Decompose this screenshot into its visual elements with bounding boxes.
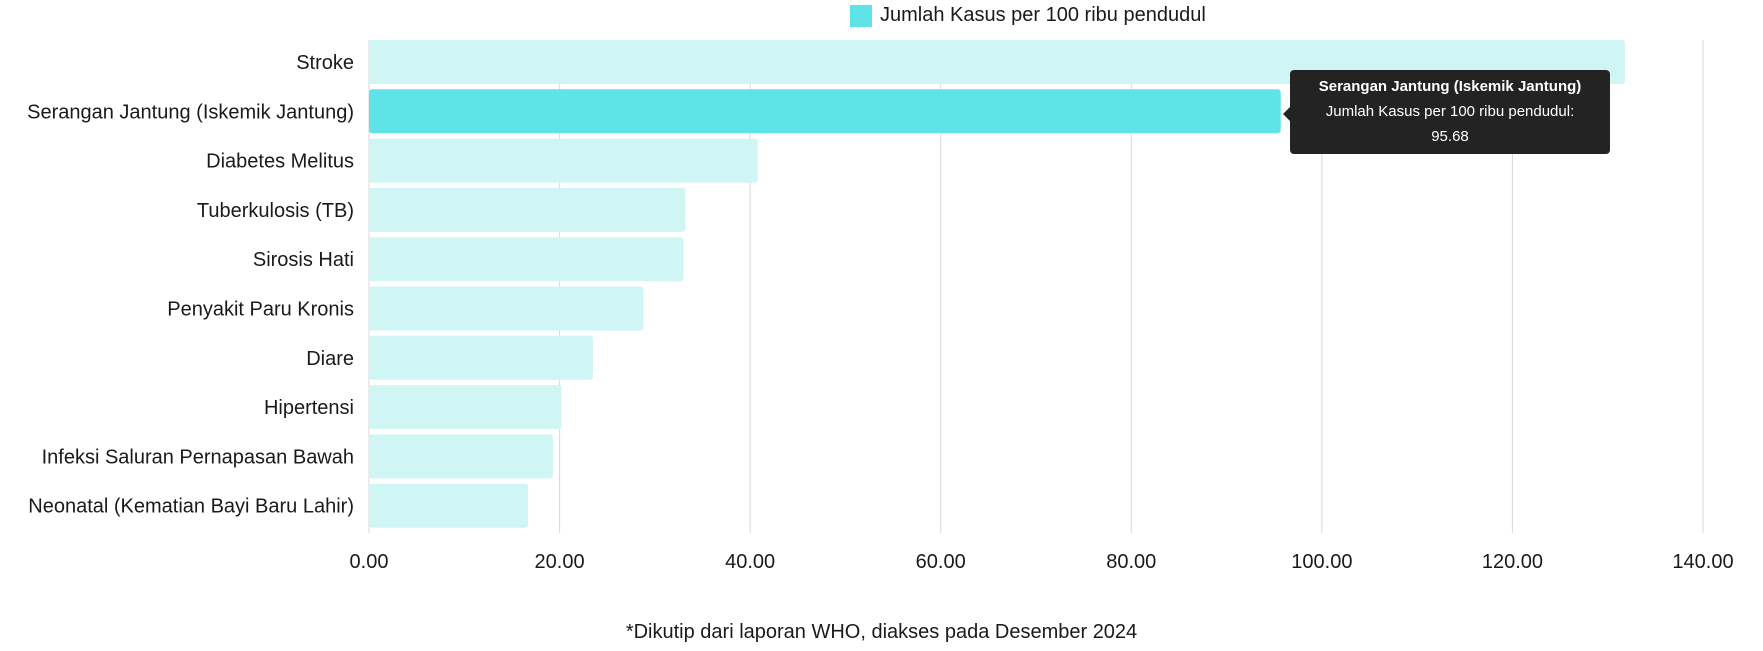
tooltip-value: 95.68 <box>1431 128 1469 145</box>
bars <box>369 40 1625 528</box>
category-label: Diare <box>306 348 354 370</box>
legend-swatch <box>850 4 872 27</box>
bar[interactable] <box>369 187 686 232</box>
category-label: Infeksi Saluran Pernapasan Bawah <box>42 446 354 468</box>
x-tick-label: 60.00 <box>916 551 966 573</box>
category-label: Penyakit Paru Kronis <box>167 299 354 321</box>
category-label: Tuberkulosis (TB) <box>197 200 354 222</box>
tooltip-title: Serangan Jantung (Iskemik Jantung) <box>1318 78 1582 95</box>
bar[interactable] <box>369 89 1281 134</box>
category-labels: Stroke Serangan Jantung (Iskemik Jantung)… <box>27 52 354 518</box>
tooltip: Serangan Jantung (Iskemik Jantung) Jumla… <box>1283 70 1610 154</box>
legend[interactable]: Jumlah Kasus per 100 ribu pendudul <box>850 4 1206 27</box>
category-label: Stroke <box>296 52 354 74</box>
category-label: Diabetes Melitus <box>206 151 354 173</box>
tooltip-label: Jumlah Kasus per 100 ribu pendudul: <box>1325 103 1575 120</box>
bar[interactable] <box>369 385 562 430</box>
x-tick-label: 0.00 <box>350 551 389 573</box>
bar[interactable] <box>369 138 758 183</box>
category-label: Serangan Jantung (Iskemik Jantung) <box>27 101 354 123</box>
bar[interactable] <box>369 483 529 528</box>
x-tick-label: 140.00 <box>1672 551 1733 573</box>
x-tick-label: 120.00 <box>1482 551 1543 573</box>
category-label: Sirosis Hati <box>253 249 354 271</box>
footnote: *Dikutip dari laporan WHO, diakses pada … <box>625 621 1138 643</box>
legend-label: Jumlah Kasus per 100 ribu pendudul <box>880 4 1206 26</box>
x-tick-label: 20.00 <box>535 551 585 573</box>
bar[interactable] <box>369 434 553 479</box>
category-label: Hipertensi <box>264 397 354 419</box>
bar[interactable] <box>369 286 644 331</box>
bar[interactable] <box>369 335 593 380</box>
x-tick-label: 40.00 <box>725 551 775 573</box>
category-label: Neonatal (Kematian Bayi Baru Lahir) <box>28 496 354 518</box>
bar[interactable] <box>369 237 684 282</box>
x-axis-ticks: 0.00 20.00 40.00 60.00 80.00 100.00 120.00 140.… <box>350 551 1734 573</box>
x-tick-label: 100.00 <box>1291 551 1352 573</box>
x-tick-label: 80.00 <box>1106 551 1156 573</box>
